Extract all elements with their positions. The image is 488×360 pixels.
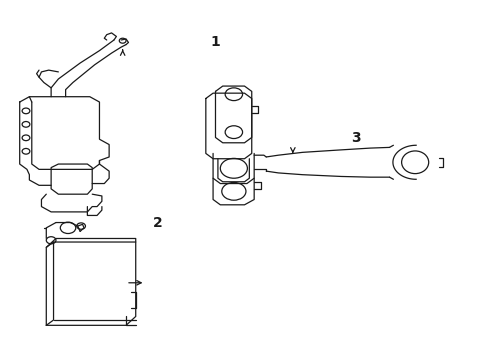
Text: 3: 3 (350, 131, 360, 145)
Text: 2: 2 (152, 216, 162, 230)
Text: 1: 1 (210, 35, 220, 49)
